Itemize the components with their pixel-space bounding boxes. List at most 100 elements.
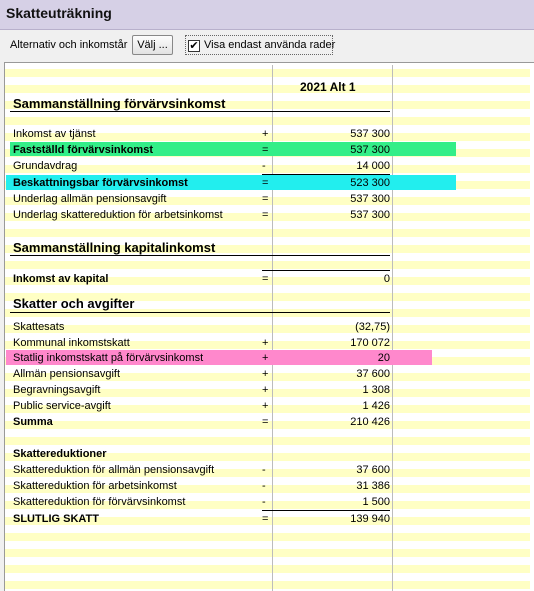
sum-line <box>262 510 390 511</box>
row-stripe <box>5 69 530 77</box>
row-stripe <box>5 421 530 429</box>
row-stripe <box>5 101 530 109</box>
row-stripe <box>5 437 530 445</box>
row-value: 210 426 <box>350 416 390 428</box>
show-used-rows-checkbox[interactable]: ✔ Visa endast använda rader <box>185 35 336 55</box>
row-stripe <box>5 469 530 477</box>
row-stripe <box>5 229 530 237</box>
row-value: 1 500 <box>362 496 390 508</box>
row-stripe <box>5 501 530 509</box>
row-stripe <box>5 485 530 493</box>
column-left-border <box>272 65 273 591</box>
row-label: Public service-avgift <box>13 400 111 412</box>
row-operator: - <box>262 464 266 476</box>
row-stripe <box>5 405 530 413</box>
row-value: 139 940 <box>350 513 390 525</box>
row-label: Begravningsavgift <box>13 384 101 396</box>
row-stripe <box>5 213 530 221</box>
toolbar: Alternativ och inkomstår Välj ... ✔ Visa… <box>0 30 534 62</box>
show-used-rows-label: Visa endast använda rader <box>204 39 336 51</box>
row-stripe <box>5 245 530 253</box>
row-label: Statlig inkomstskatt på förvärvsinkomst <box>13 352 204 364</box>
row-operator: + <box>262 337 269 349</box>
row-label: Allmän pensionsavgift <box>13 368 121 380</box>
row-stripe <box>5 453 530 461</box>
row-operator: + <box>262 368 269 380</box>
title-bar: Skatteuträkning <box>0 0 534 30</box>
row-value: 37 600 <box>356 464 390 476</box>
section-underline <box>10 255 390 256</box>
row-operator: - <box>262 496 266 508</box>
row-stripe <box>5 533 530 541</box>
row-operator: = <box>262 416 269 428</box>
sum-line <box>262 270 390 271</box>
row-stripe <box>5 293 530 301</box>
row-value: 1 308 <box>362 384 390 396</box>
row-label: Kommunal inkomstskatt <box>13 337 130 349</box>
row-stripe <box>5 341 530 349</box>
window-title: Skatteuträkning <box>6 5 112 21</box>
row-stripe <box>5 117 530 125</box>
row-value: 537 300 <box>350 144 390 156</box>
row-operator: = <box>262 144 269 156</box>
row-label: Inkomst av tjänst <box>13 128 96 140</box>
row-operator: = <box>262 177 269 189</box>
row-label: Inkomst av kapital <box>13 273 109 285</box>
row-value: 0 <box>383 273 390 285</box>
row-operator: - <box>262 480 266 492</box>
row-value: 1 426 <box>362 400 390 412</box>
row-operator: - <box>262 160 266 172</box>
row-value: 31 386 <box>356 480 390 492</box>
choose-button[interactable]: Välj ... <box>132 35 173 55</box>
row-label: Grundavdrag <box>13 160 78 172</box>
row-value: 523 300 <box>350 177 390 189</box>
column-header: 2021 Alt 1 <box>300 80 356 94</box>
section-title-earned-income: Sammanställning förvärvsinkomst <box>13 96 226 111</box>
row-operator: + <box>262 400 269 412</box>
row-operator: + <box>262 352 269 364</box>
row-stripe <box>5 581 530 589</box>
row-label: SLUTLIG SKATT <box>13 513 99 525</box>
highlight-beskattningsbar <box>6 175 456 190</box>
row-label: Skattereduktion för arbetsinkomst <box>13 480 177 492</box>
row-value: 537 300 <box>350 209 390 221</box>
row-value: 537 300 <box>350 193 390 205</box>
row-label: Underlag allmän pensionsavgift <box>13 193 167 205</box>
row-operator: + <box>262 384 269 396</box>
row-value: 170 072 <box>350 337 390 349</box>
row-stripe <box>5 373 530 381</box>
row-operator: = <box>262 193 269 205</box>
column-right-border <box>392 65 393 591</box>
row-value: 20 <box>377 352 390 364</box>
section-title-taxes: Skatter och avgifter <box>13 296 135 311</box>
sum-line <box>262 174 390 175</box>
row-label: Skattereduktion för förvärvsinkomst <box>13 496 186 508</box>
row-value: 537 300 <box>350 128 390 140</box>
row-stripe <box>5 325 530 333</box>
section-underline <box>10 111 390 112</box>
row-stripe <box>5 517 530 525</box>
row-value: 14 000 <box>356 160 390 172</box>
row-label: Beskattningsbar förvärvsinkomst <box>13 177 188 189</box>
row-label: Skattesats <box>13 321 65 333</box>
row-stripe <box>5 389 530 397</box>
checkmark-icon[interactable]: ✔ <box>188 40 200 52</box>
row-label: Underlag skattereduktion för arbetsinkom… <box>13 209 223 221</box>
highlight-fastslagen <box>10 142 456 156</box>
row-stripe <box>5 197 530 205</box>
row-stripe <box>5 85 530 93</box>
row-operator: = <box>262 209 269 221</box>
row-stripe <box>5 165 530 173</box>
row-stripe <box>5 309 530 317</box>
alternatives-label: Alternativ och inkomstår <box>10 39 128 51</box>
row-operator: + <box>262 128 269 140</box>
row-label: Fastställd förvärvsinkomst <box>13 144 153 156</box>
section-title-capital-income: Sammanställning kapitalinkomst <box>13 240 216 255</box>
row-stripe <box>5 277 530 285</box>
row-operator: = <box>262 273 269 285</box>
highlight-statlig-skatt <box>6 350 432 365</box>
row-label: Summa <box>13 416 53 428</box>
row-value: 37 600 <box>356 368 390 380</box>
row-label: Skattereduktion för allmän pensionsavgif… <box>13 464 215 476</box>
row-stripe <box>5 565 530 573</box>
